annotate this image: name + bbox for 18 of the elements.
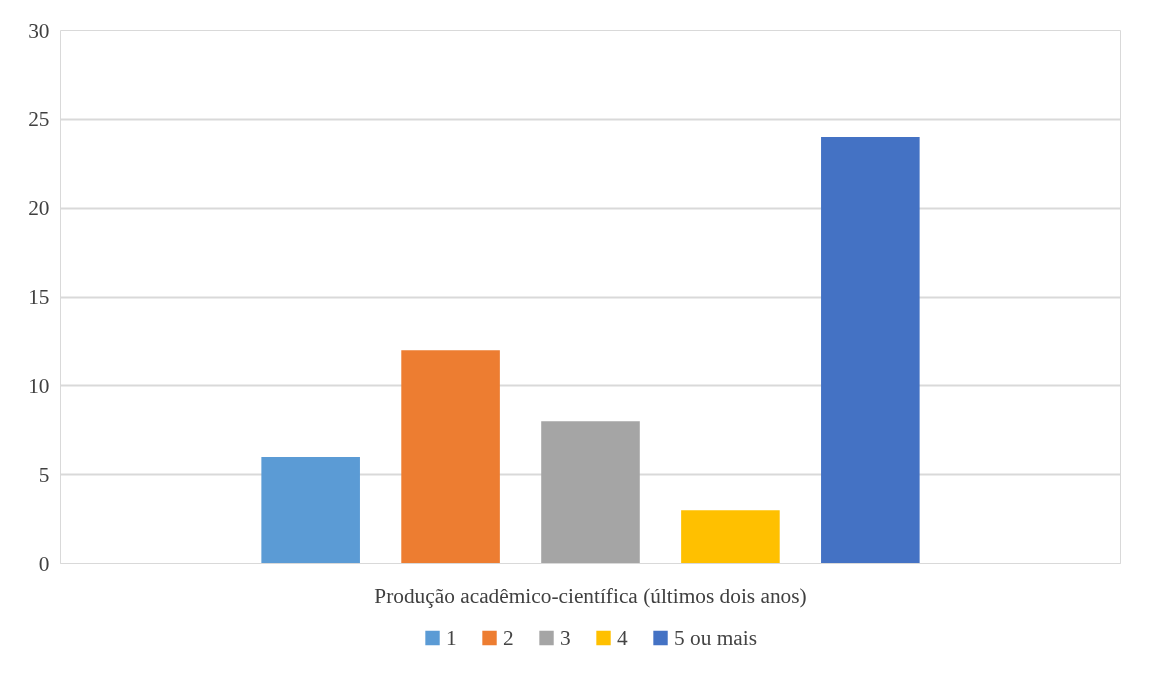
x-tick-label: Produção acadêmico-científica (últimos dois anos) (374, 583, 807, 608)
bar (541, 421, 640, 564)
legend-label: 5 ou mais (674, 625, 757, 650)
legend-label: 4 (617, 625, 629, 650)
legend-label: 3 (560, 625, 572, 650)
y-tick-label: 0 (38, 551, 50, 576)
y-tick-label: 15 (28, 285, 50, 309)
y-tick-label: 30 (28, 18, 50, 43)
bar (681, 510, 780, 564)
legend-label: 2 (503, 625, 515, 650)
legend-label: 1 (446, 625, 458, 650)
bar (821, 137, 920, 564)
y-tick-label: 10 (28, 373, 50, 398)
bar (261, 456, 360, 564)
y-tick-label: 20 (28, 196, 50, 221)
y-tick-label: 25 (28, 107, 50, 132)
y-tick-label: 5 (38, 462, 50, 487)
bar (401, 350, 500, 564)
